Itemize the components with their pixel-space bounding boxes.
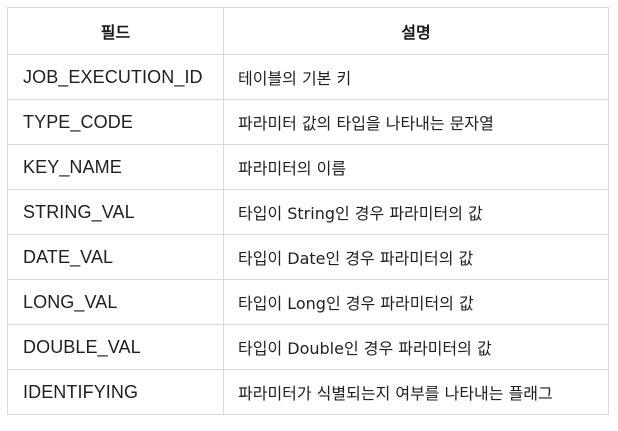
description-cell: 파라미터 값의 타입을 나타내는 문자열 bbox=[223, 99, 609, 145]
field-cell: JOB_EXECUTION_ID bbox=[7, 54, 224, 100]
table-row: JOB_EXECUTION_ID 테이블의 기본 키 bbox=[7, 54, 609, 100]
table-row: STRING_VAL 타입이 String인 경우 파라미터의 값 bbox=[7, 189, 609, 235]
table-row: DATE_VAL 타입이 Date인 경우 파라미터의 값 bbox=[7, 234, 609, 280]
field-cell: LONG_VAL bbox=[7, 279, 224, 325]
description-cell: 타입이 Date인 경우 파라미터의 값 bbox=[223, 234, 609, 280]
description-cell: 타입이 Double인 경우 파라미터의 값 bbox=[223, 324, 609, 370]
table-header-row: 필드 설명 bbox=[7, 7, 609, 55]
table-row: DOUBLE_VAL 타입이 Double인 경우 파라미터의 값 bbox=[7, 324, 609, 370]
table-row: KEY_NAME 파라미터의 이름 bbox=[7, 144, 609, 190]
field-cell: IDENTIFYING bbox=[7, 369, 224, 415]
description-cell: 파라미터가 식별되는지 여부를 나타내는 플래그 bbox=[223, 369, 609, 415]
field-cell: DOUBLE_VAL bbox=[7, 324, 224, 370]
description-cell: 타입이 String인 경우 파라미터의 값 bbox=[223, 189, 609, 235]
field-cell: STRING_VAL bbox=[7, 189, 224, 235]
table-row: LONG_VAL 타입이 Long인 경우 파라미터의 값 bbox=[7, 279, 609, 325]
table-row: IDENTIFYING 파라미터가 식별되는지 여부를 나타내는 플래그 bbox=[7, 369, 609, 415]
parameter-table-container: 필드 설명 JOB_EXECUTION_ID 테이블의 기본 키 TYPE_CO… bbox=[7, 7, 609, 415]
parameter-table: 필드 설명 JOB_EXECUTION_ID 테이블의 기본 키 TYPE_CO… bbox=[7, 7, 609, 415]
table-row: TYPE_CODE 파라미터 값의 타입을 나타내는 문자열 bbox=[7, 99, 609, 145]
description-cell: 테이블의 기본 키 bbox=[223, 54, 609, 100]
field-cell: DATE_VAL bbox=[7, 234, 224, 280]
header-field: 필드 bbox=[7, 7, 224, 55]
header-description: 설명 bbox=[223, 7, 609, 55]
description-cell: 파라미터의 이름 bbox=[223, 144, 609, 190]
field-cell: KEY_NAME bbox=[7, 144, 224, 190]
field-cell: TYPE_CODE bbox=[7, 99, 224, 145]
description-cell: 타입이 Long인 경우 파라미터의 값 bbox=[223, 279, 609, 325]
